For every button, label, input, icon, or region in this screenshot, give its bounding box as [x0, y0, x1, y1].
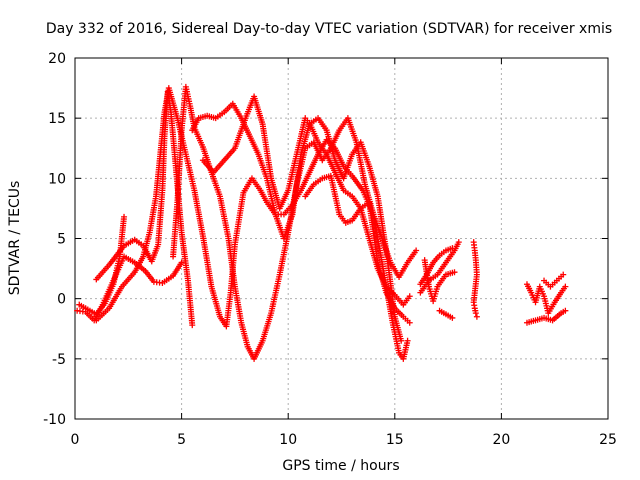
- data-point: [449, 245, 456, 252]
- x-tick-label: 5: [177, 432, 186, 448]
- x-tick-label: 0: [71, 432, 80, 448]
- data-point: [189, 322, 196, 329]
- data-point: [406, 293, 413, 300]
- data-point: [562, 307, 569, 314]
- data-point: [451, 269, 458, 276]
- data-point: [413, 247, 420, 254]
- data-point: [473, 313, 480, 320]
- y-tick-label: 5: [57, 232, 66, 248]
- y-axis-label: SDTVAR / TECUs: [7, 181, 23, 296]
- data-point: [121, 213, 128, 220]
- chart-title: Day 332 of 2016, Sidereal Day-to-day VTE…: [46, 21, 612, 37]
- y-tick-label: 10: [48, 171, 66, 187]
- data-point: [562, 283, 569, 290]
- data-point: [449, 314, 456, 321]
- data-point: [560, 271, 567, 278]
- y-tick-label: 15: [48, 111, 66, 127]
- y-tick-label: 20: [48, 51, 66, 67]
- x-tick-label: 20: [492, 432, 510, 448]
- data-point: [472, 310, 479, 317]
- grid-lines: [75, 58, 608, 419]
- data-points: [74, 83, 569, 362]
- x-tick-label: 15: [386, 432, 404, 448]
- tick-labels: 0 5 10 15 20 25 -10 -5 0 5 10 15 20: [43, 51, 617, 448]
- x-tick-label: 10: [279, 432, 297, 448]
- data-point: [404, 337, 411, 344]
- data-point: [455, 239, 462, 246]
- axis-ticks: [74, 57, 609, 420]
- y-tick-label: -10: [43, 412, 66, 428]
- y-tick-label: -5: [52, 352, 66, 368]
- data-point: [406, 319, 413, 326]
- x-axis-label: GPS time / hours: [282, 458, 399, 474]
- x-tick-label: 25: [599, 432, 617, 448]
- data-point: [398, 337, 405, 344]
- y-tick-label: 0: [57, 292, 66, 308]
